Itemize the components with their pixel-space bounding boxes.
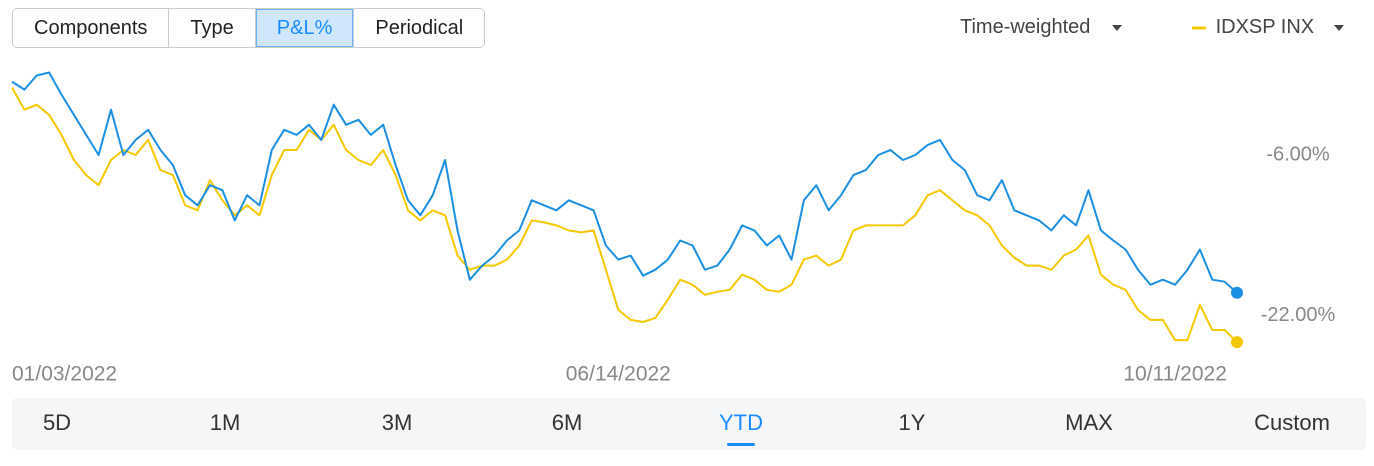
range-tab[interactable]: YTD: [719, 398, 763, 448]
range-tab[interactable]: 6M: [551, 410, 583, 435]
weighting-label: Time-weighted: [960, 16, 1091, 38]
chart: -6.00% -22.00% 01/03/2022 06/14/2022 10/11/2…: [11, 71, 1336, 386]
benchmark-dropdown[interactable]: IDXSP INX: [1190, 16, 1346, 39]
view-tab[interactable]: Components: [13, 9, 170, 47]
end-dot: [1231, 336, 1243, 349]
x-tick-label: 10/11/2022: [1123, 363, 1227, 386]
view-tab[interactable]: Type: [169, 9, 256, 47]
x-tick-label: 06/14/2022: [566, 363, 671, 386]
dropdown-arrow: [1111, 25, 1122, 31]
end-dot: [1231, 286, 1243, 299]
range-bar: 5D 1M 3M 6M YTD 1Y MAX Custom: [12, 398, 1366, 450]
legend-label: IDXSP INX: [1215, 16, 1315, 38]
series-line: [11, 87, 1238, 343]
dropdown-arrow: [1333, 25, 1344, 31]
weighting-dropdown[interactable]: Time-weighted: [960, 16, 1124, 39]
range-tab[interactable]: Custom: [1254, 410, 1330, 435]
y-tick-label: -6.00%: [1266, 143, 1330, 165]
range-tab[interactable]: 1M: [209, 410, 241, 435]
series-line: [11, 71, 1238, 294]
legend-swatch: [1192, 26, 1206, 30]
y-tick-label: -22.00%: [1261, 304, 1336, 326]
range-tab[interactable]: 1Y: [898, 410, 926, 435]
range-tab[interactable]: 5D: [42, 410, 72, 435]
view-tab[interactable]: P&L%: [255, 9, 355, 47]
x-tick-label: 01/03/2022: [12, 363, 117, 386]
range-tab[interactable]: MAX: [1065, 410, 1113, 435]
view-tab[interactable]: Periodical: [375, 17, 464, 39]
range-tab[interactable]: 3M: [381, 410, 413, 435]
view-tabs: Components Type P&L% Periodical: [12, 8, 486, 48]
